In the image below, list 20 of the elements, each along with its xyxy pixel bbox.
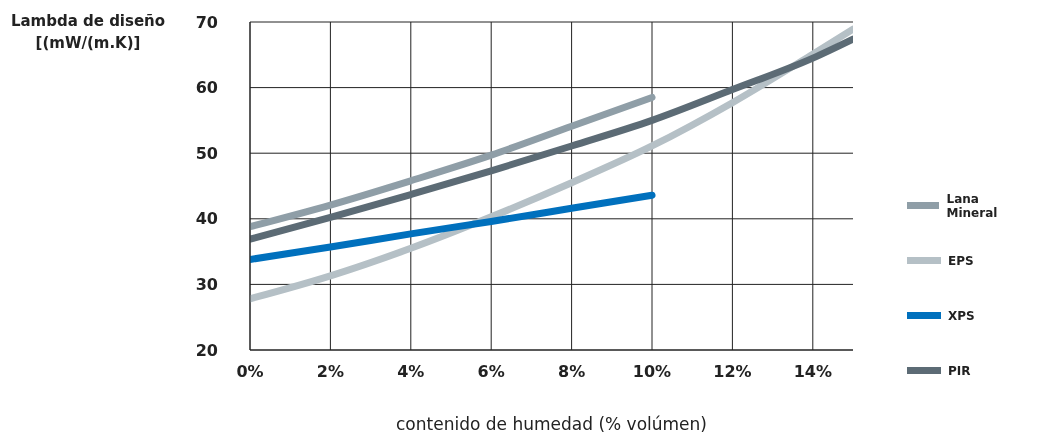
x-tick-label: 6%: [477, 362, 505, 382]
x-tick-label: 2%: [316, 362, 344, 382]
y-tick-label: 70: [195, 12, 218, 32]
x-tick-label: 0%: [236, 362, 264, 382]
legend-label: PIR: [948, 363, 971, 378]
y-axis-title: Lambda de diseño [(mW/(m.K)]: [9, 11, 167, 54]
y-tick-label: 40: [195, 209, 218, 229]
x-tick-label: 12%: [713, 362, 752, 382]
x-axis-title: contenido de humedad (% volúmen): [396, 414, 707, 434]
y-tick-label: 30: [195, 275, 218, 295]
y-tick-label: 20: [195, 340, 218, 360]
x-tick-label: 4%: [397, 362, 425, 382]
x-tick-label: 10%: [632, 362, 672, 382]
y-tick-label: 50: [195, 143, 218, 163]
legend-label: XPS: [948, 308, 975, 323]
y-tick-label: 60: [195, 78, 218, 98]
legend-label: EPS: [948, 253, 974, 268]
x-tick-label: 14%: [793, 362, 832, 382]
x-tick-label: 8%: [558, 362, 586, 382]
legend-label: Lana Mineral: [946, 191, 999, 220]
